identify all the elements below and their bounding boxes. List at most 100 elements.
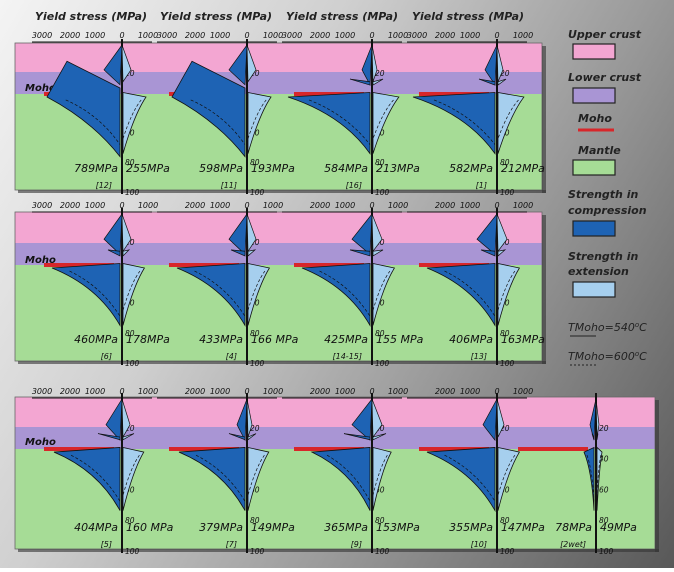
reference-label: [11] — [221, 181, 237, 190]
extension-crust-lobe — [121, 398, 131, 439]
tmoho-600-curve — [247, 270, 266, 311]
compression-strength-label: 379MPa — [199, 521, 243, 534]
extension-lowercrust-lobe — [122, 433, 135, 441]
moho-label: Moho — [25, 437, 56, 448]
profile: 200010000100020406080100406MPa163MPa[13] — [407, 201, 545, 368]
stress-tick-label: 2000 — [310, 201, 330, 210]
extension-crust-lobe — [371, 398, 383, 439]
compression-lowercrust-lobe — [478, 78, 496, 86]
depth-tick-label: 100 — [375, 359, 390, 368]
stress-tick-label: 1000 — [388, 31, 408, 40]
compression-strength-label: 433MPa — [199, 333, 243, 346]
compression-crust-lobe — [351, 212, 373, 256]
compression-crust-lobe — [351, 397, 373, 441]
profile: 200010000100020406080100433MPa166 MPa[4] — [157, 201, 299, 368]
legend-compression-swatch — [572, 220, 616, 237]
extension-crust-lobe — [246, 398, 253, 438]
extension-lowercrust-lobe — [247, 249, 257, 257]
extension-crust-lobe — [246, 44, 257, 83]
stress-tick-label: 2000 — [60, 201, 80, 210]
stress-tick-label: 1000 — [335, 387, 355, 396]
tmoho-600-curve — [122, 454, 140, 496]
stress-tick-label: 1000 — [388, 201, 408, 210]
depth-tick-label: 80 — [500, 329, 510, 338]
depth-tick-label: 80 — [375, 329, 385, 338]
stress-tick-label: 2000 — [60, 387, 80, 396]
profile: 20 40 60 80 100 78MPa 49MPa [2wet] — [518, 393, 637, 556]
stress-tick-label: 1000 — [460, 201, 480, 210]
tmoho-600-curve — [444, 454, 496, 502]
stress-tick-label: 1000 — [138, 31, 158, 40]
extension-mantle-lobe — [372, 446, 392, 511]
compression-strength-label: 365MPa — [324, 521, 368, 534]
stress-tick-label: 0 — [369, 387, 374, 396]
tmoho-600-curve — [195, 454, 246, 502]
depth-tick-label: 40 — [599, 455, 609, 464]
tmoho-600-curve — [65, 99, 121, 145]
stress-tick-label: 0 — [244, 387, 249, 396]
stress-tick-label: 2000 — [185, 387, 205, 396]
stress-tick-label: 1000 — [460, 387, 480, 396]
reference-label: [5] — [101, 540, 112, 549]
reference-label: [7] — [226, 540, 237, 549]
stress-tick-label: 1000 — [335, 201, 355, 210]
depth-tick-label: 100 — [125, 188, 140, 197]
compression-strength-label: 406MPa — [449, 333, 493, 346]
stress-tick-label: 1000 — [85, 387, 105, 396]
depth-tick-label: 20 — [250, 69, 260, 78]
depth-tick-label: 100 — [500, 359, 515, 368]
extension-lowercrust-lobe — [372, 249, 384, 257]
profile: 200010000100020406080100379MPa149MPa[7] — [157, 387, 295, 556]
compression-mantle-lobe — [310, 447, 371, 511]
compression-strength-label: 355MPa — [449, 521, 493, 534]
stress-tick-label: 3000 — [282, 31, 302, 40]
legend-lower-crust-label: Lower crust — [568, 71, 642, 84]
depth-tick-label: 60 — [125, 299, 135, 308]
depth-tick-label: 20 — [500, 238, 510, 247]
stress-tick-label: 1000 — [513, 31, 533, 40]
depth-tick-label: 20 — [500, 424, 510, 433]
reference-label: [12] — [96, 181, 112, 190]
stress-tick-label: 0 — [119, 31, 124, 40]
extension-lowercrust-lobe — [372, 78, 384, 86]
compression-mantle-lobe — [301, 263, 371, 327]
extension-crust-lobe — [371, 44, 378, 82]
compression-lowercrust-lobe — [97, 433, 121, 441]
reference-label: [2wet] — [560, 540, 586, 549]
depth-tick-label: 80 — [125, 158, 135, 167]
compression-lowercrust-lobe — [349, 249, 371, 257]
extension-lowercrust-lobe — [596, 433, 599, 440]
extension-crust-lobe — [595, 398, 600, 438]
extension-strength-label: 153MPa — [376, 521, 420, 534]
reference-label: [6] — [101, 352, 112, 361]
tmoho-600-curve — [372, 270, 391, 311]
reference-label: [4] — [226, 352, 237, 361]
compression-strength-label: 404MPa — [74, 521, 118, 534]
compression-crust-lobe — [236, 398, 248, 442]
legend-compression-label: Strength in compression — [568, 188, 647, 217]
extension-strength-label: 166 MPa — [251, 333, 299, 346]
extension-mantle-lobe — [247, 92, 272, 154]
extension-mantle-lobe — [247, 262, 271, 326]
extension-mantle-lobe — [122, 262, 146, 326]
extension-strength-label: 163MPa — [501, 333, 545, 346]
compression-crust-lobe — [228, 43, 248, 86]
depth-tick-label: 80 — [125, 329, 135, 338]
compression-crust-lobe — [476, 212, 498, 256]
stress-tick-label: 0 — [369, 201, 374, 210]
depth-tick-label: 60 — [250, 128, 260, 137]
depth-tick-label: 60 — [125, 128, 135, 137]
tmoho-600-curve — [70, 454, 121, 502]
stress-tick-label: 1000 — [138, 201, 158, 210]
extension-mantle-lobe — [247, 446, 270, 511]
depth-tick-label: 20 — [125, 69, 135, 78]
stress-tick-label: 3000 — [32, 31, 52, 40]
compression-crust-lobe — [361, 44, 373, 86]
compression-mantle-lobe — [171, 60, 246, 158]
extension-strength-label: 193MPa — [251, 162, 295, 175]
stress-tick-label: 1000 — [388, 387, 408, 396]
tmoho-600-curve — [194, 270, 246, 317]
tmoho-600-curve — [596, 455, 602, 496]
compression-mantle-lobe — [51, 263, 121, 327]
